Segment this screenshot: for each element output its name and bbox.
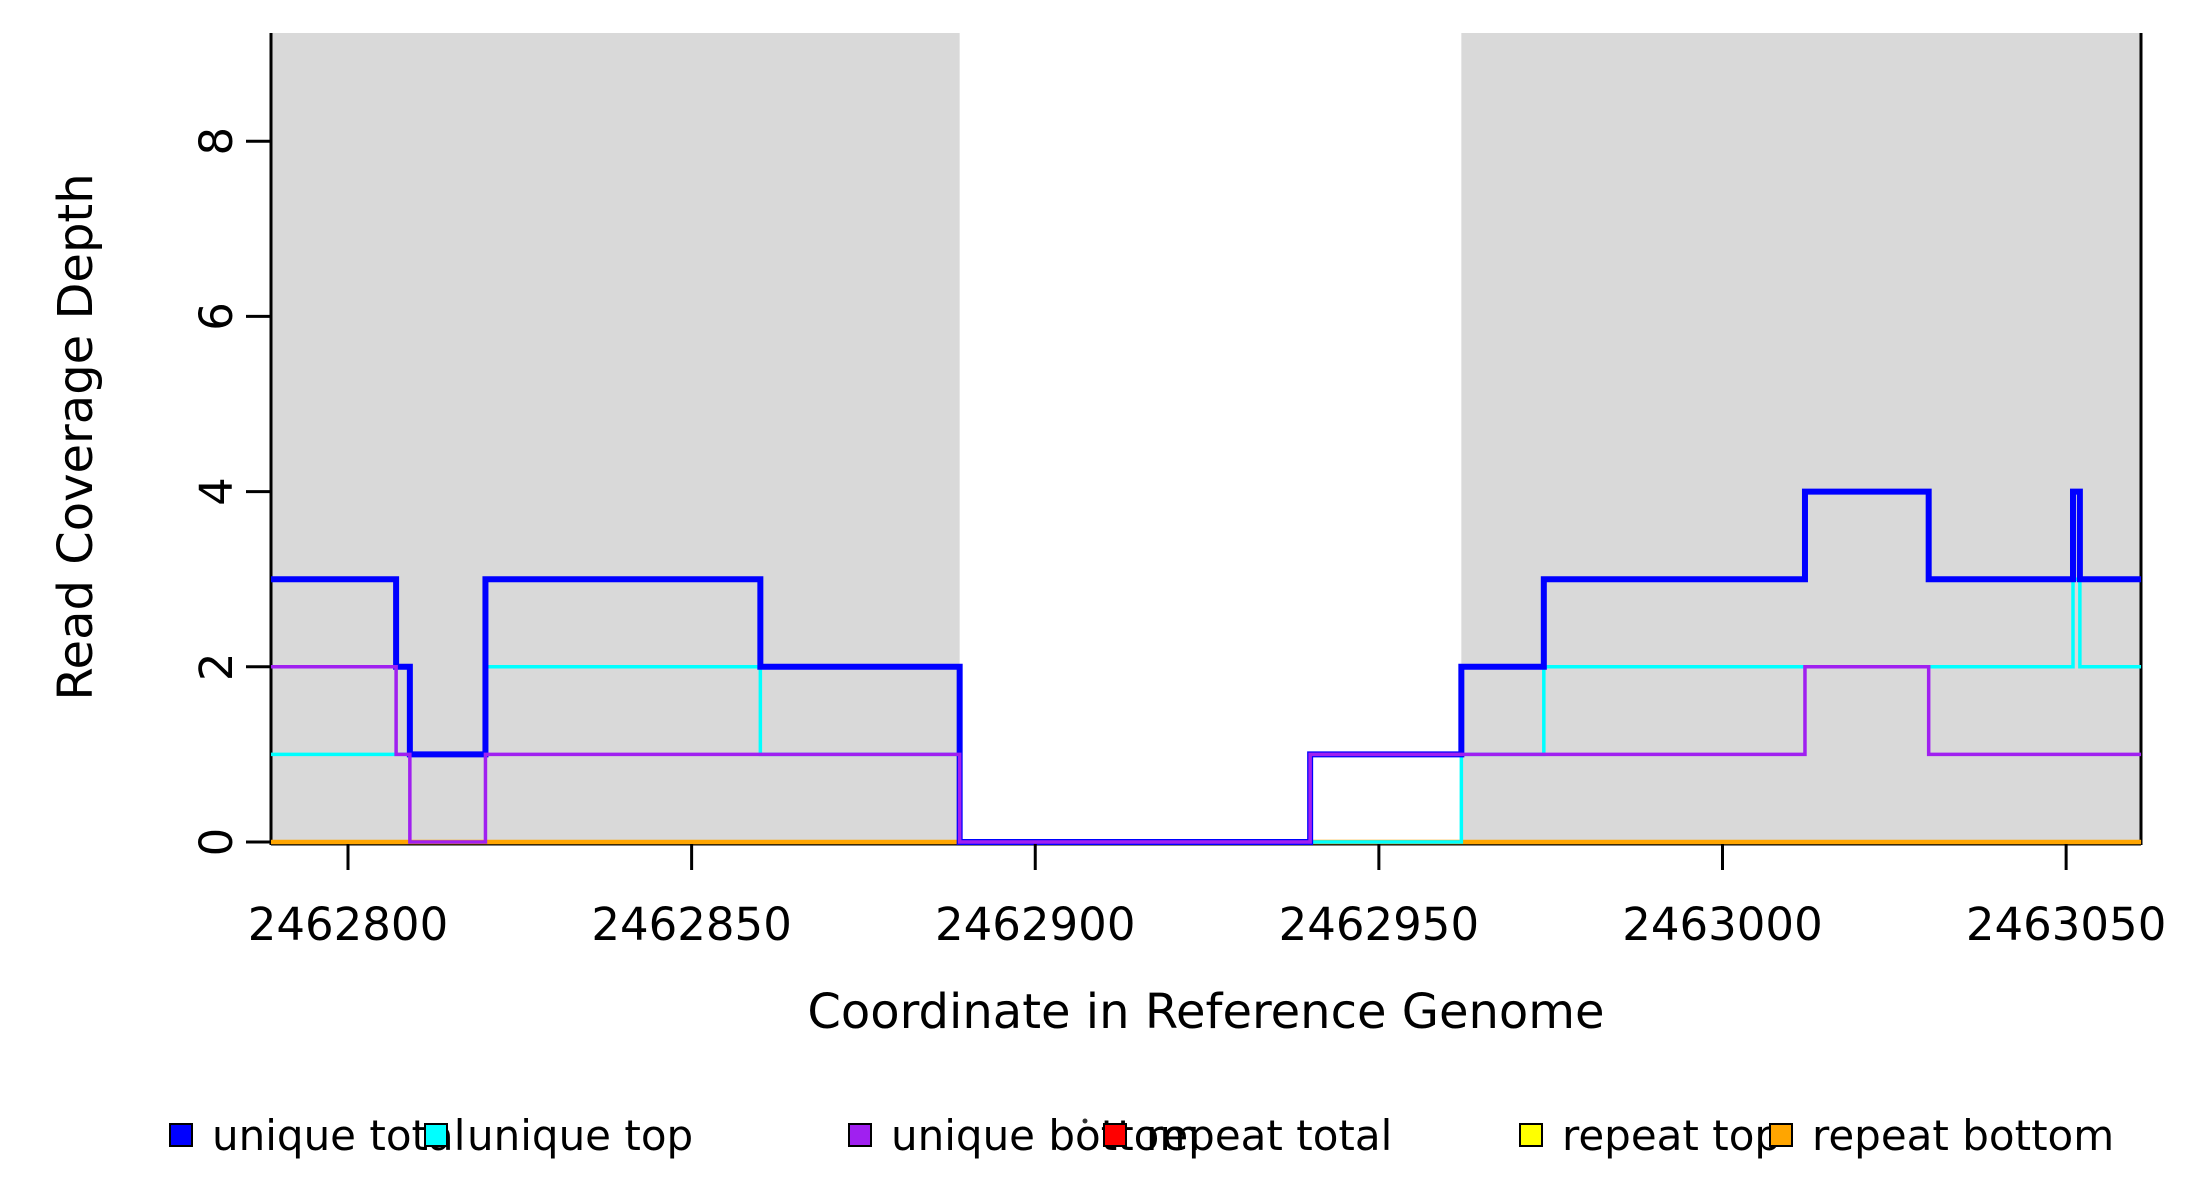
x-axis-tick-label: 2462850	[591, 898, 791, 951]
legend-swatch-unique-total	[169, 1123, 193, 1147]
legend-swatch-unique-bottom	[848, 1123, 872, 1147]
x-axis-tick-label: 2462800	[248, 898, 448, 951]
y-axis-title: Read Coverage Depth	[48, 173, 104, 700]
legend-item-repeat-top: repeat top	[1519, 1111, 1781, 1160]
x-axis-tick-label: 2462900	[935, 898, 1135, 951]
series-line-unique-top	[271, 577, 2142, 844]
x-axis-tick-label: 2463000	[1622, 898, 1822, 951]
plot-shaded-regions	[271, 33, 2142, 843]
y-axis-tick-label: 0	[190, 828, 243, 857]
legend-swatch-repeat-bottom	[1769, 1123, 1793, 1147]
legend-swatch-repeat-total	[1103, 1123, 1127, 1147]
y-axis-tick-label: 6	[190, 302, 243, 331]
y-axis: 0 2 4 6 8	[190, 127, 271, 856]
y-axis-tick-label: 2	[190, 652, 243, 681]
legend-label-unique-top: unique top	[467, 1111, 693, 1160]
stray-dot	[1082, 1118, 1088, 1124]
legend-item-unique-bottom: unique bottom	[848, 1111, 1200, 1160]
y-axis-tick-label: 4	[190, 477, 243, 506]
shaded-region	[1461, 33, 2142, 843]
annotations	[1082, 1118, 1088, 1124]
legend: unique total unique top unique bottomrepea…	[169, 1111, 2114, 1160]
x-axis-tick-label: 2463050	[1966, 898, 2166, 951]
legend-item-unique-top: unique top	[424, 1111, 693, 1160]
legend-item-unique-total: unique total	[169, 1111, 465, 1160]
legend-label-unique-bottom: unique bottom	[891, 1111, 1200, 1160]
legend-swatch-unique-top	[424, 1123, 448, 1147]
shaded-region	[271, 33, 960, 843]
legend-label-repeat-total: repeat total	[1146, 1111, 1392, 1160]
series-layer	[271, 488, 2142, 845]
legend-item-repeat-total: repeat total	[1103, 1111, 1392, 1160]
legend-swatch-repeat-top	[1519, 1123, 1543, 1147]
y-axis-tick-label: 8	[190, 127, 243, 156]
legend-label-repeat-top: repeat top	[1562, 1111, 1781, 1160]
legend-label-repeat-bottom: repeat bottom	[1812, 1111, 2114, 1160]
x-axis-title: Coordinate in Reference Genome	[807, 984, 1604, 1040]
series-line-unique-bottom	[271, 665, 2142, 844]
legend-item-repeat-bottom: repeat bottom	[1769, 1111, 2114, 1160]
x-axis-tick-label: 2462950	[1279, 898, 1479, 951]
legend-label-unique-total: unique total	[212, 1111, 465, 1160]
x-axis: 2462800 2462850 2462900 2462950 2463000 24630…	[248, 844, 2166, 951]
